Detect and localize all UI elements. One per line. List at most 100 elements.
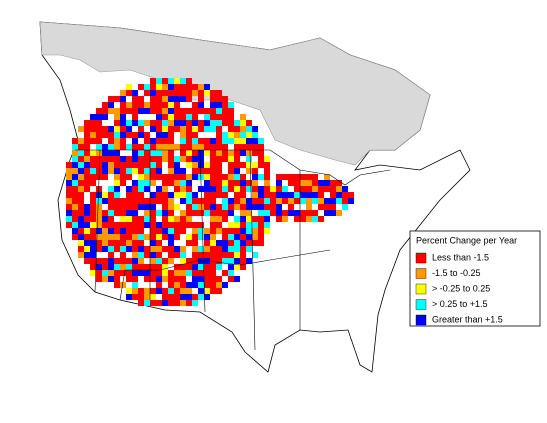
range-cell [168,108,174,114]
range-cell [228,102,234,108]
range-cell [252,216,258,222]
range-cell [252,222,258,228]
range-cell [318,186,324,192]
range-cell [90,258,96,264]
range-cell [270,204,276,210]
range-cell [90,120,96,126]
range-cell [312,174,318,180]
range-cell [96,126,102,132]
range-cell [96,216,102,222]
range-cell [138,108,144,114]
range-cell [192,300,198,306]
range-cell [78,156,84,162]
range-cell [114,234,120,240]
range-cell [90,228,96,234]
range-cell [222,156,228,162]
range-cell [234,162,240,168]
range-cell [246,210,252,216]
range-cell [156,162,162,168]
range-cell [240,204,246,210]
range-cell [138,102,144,108]
range-cell [78,192,84,198]
legend-label: Greater than +1.5 [432,314,503,324]
range-cell [324,210,330,216]
range-cell [102,150,108,156]
range-cell [198,270,204,276]
range-cell [168,234,174,240]
range-cell [96,276,102,282]
range-cell [198,264,204,270]
range-cell [198,276,204,282]
range-cell [156,288,162,294]
range-cell [234,132,240,138]
range-cell [174,120,180,126]
range-cell [180,216,186,222]
range-cell [210,198,216,204]
range-cell [156,264,162,270]
range-cell [162,216,168,222]
range-cell [96,264,102,270]
range-cell [114,228,120,234]
range-cell [78,138,84,144]
range-cell [78,174,84,180]
range-cell [216,108,222,114]
range-cell [186,204,192,210]
range-cell [156,102,162,108]
range-cell [234,264,240,270]
range-cell [216,264,222,270]
range-cell [138,162,144,168]
range-cell [156,270,162,276]
range-cell [240,150,246,156]
range-cell [168,174,174,180]
range-cell [312,180,318,186]
range-cell [336,192,342,198]
range-cell [234,174,240,180]
range-cell [186,90,192,96]
range-cell [204,228,210,234]
range-cell [96,150,102,156]
range-cell [162,192,168,198]
northern-region [39,21,431,166]
range-cell [258,222,264,228]
range-cell [66,168,72,174]
range-cell [276,216,282,222]
range-cell [228,126,234,132]
range-cell [180,180,186,186]
range-cell [84,186,90,192]
range-cell [150,90,156,96]
range-cell [144,120,150,126]
range-cell [282,174,288,180]
range-cell [108,198,114,204]
range-cell [204,234,210,240]
range-cell [168,132,174,138]
range-cell [138,180,144,186]
range-cell [240,246,246,252]
range-cell [156,222,162,228]
range-cell [168,240,174,246]
range-cell [180,126,186,132]
range-cell [210,150,216,156]
range-cell [198,222,204,228]
range-cell [66,222,72,228]
range-cell [108,252,114,258]
range-cell [264,180,270,186]
range-cell [234,198,240,204]
range-cell [210,180,216,186]
range-cell [156,126,162,132]
range-cell [138,174,144,180]
range-cell [114,270,120,276]
range-cell [282,198,288,204]
range-cell [168,78,174,84]
range-cell [192,204,198,210]
range-cell [210,114,216,120]
range-cell [210,276,216,282]
range-cell [138,192,144,198]
range-cell [204,108,210,114]
legend-label: -1.5 to -0.25 [432,268,481,278]
range-cell [168,138,174,144]
range-cell [180,168,186,174]
range-cell [240,162,246,168]
range-cell [126,132,132,138]
range-cell [138,204,144,210]
range-cell [192,222,198,228]
